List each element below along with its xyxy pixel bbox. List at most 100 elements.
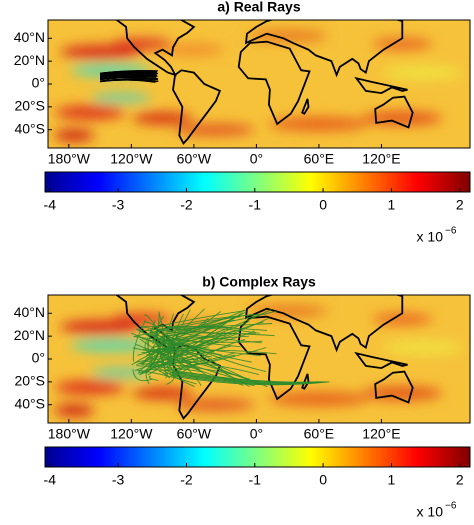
panel-title: b) Complex Rays (202, 274, 316, 290)
y-tick-label: 20°N (14, 52, 45, 68)
y-tick-label: 20°S (14, 373, 45, 389)
ray (153, 333, 201, 372)
colorbar-tick-label: 1 (388, 472, 396, 488)
x-tick-label: 60°E (304, 151, 335, 167)
field-blob (90, 92, 151, 103)
field-blob (362, 386, 443, 401)
colorbar-multiplier: x 10 (417, 229, 444, 245)
field-blob (163, 43, 224, 56)
ray (141, 327, 260, 334)
y-tick-label: 20°N (14, 327, 45, 343)
ray (100, 72, 155, 77)
coastline (237, 40, 311, 126)
colorbar-multiplier: x 10 (417, 504, 444, 520)
colorbar (44, 446, 471, 468)
coastline (244, 20, 404, 78)
colorbar-tick-label: -1 (249, 472, 262, 488)
field-blob (132, 112, 193, 125)
ray (166, 309, 191, 356)
ray (145, 364, 152, 385)
colorbar-exponent: −6 (445, 501, 457, 512)
coastline (374, 370, 414, 404)
ray (135, 344, 244, 381)
ray (100, 72, 157, 76)
ray (136, 369, 197, 385)
x-tick-label: 120°E (362, 426, 400, 442)
ray (137, 335, 250, 356)
ray (148, 375, 159, 381)
ray (171, 312, 243, 361)
field-blob (372, 313, 433, 325)
y-tick-label: 20°S (14, 98, 45, 114)
x-tick-label: 120°E (362, 151, 400, 167)
x-tick-label: 120°W (110, 426, 153, 442)
colorbar-tick-label: 0 (319, 472, 327, 488)
y-tick-label: 40°N (14, 304, 45, 320)
ray (162, 317, 209, 337)
x-tick-label: 120°W (110, 151, 153, 167)
field-blob (111, 313, 172, 325)
ray (132, 369, 153, 382)
ray (157, 330, 267, 373)
x-tick-label: 0° (250, 151, 263, 167)
field (54, 30, 464, 142)
coastline (301, 98, 310, 115)
field-blob (54, 105, 125, 120)
field-blob (268, 391, 369, 407)
ray (150, 332, 275, 337)
field-blob (268, 116, 369, 132)
coastline (172, 69, 222, 145)
field-blob (132, 387, 193, 400)
map-area (48, 20, 470, 148)
ray (141, 331, 253, 363)
field-blob (54, 404, 95, 417)
field-blob (362, 111, 443, 126)
colorbar-exponent: −6 (445, 226, 457, 237)
y-tick-label: 40°S (14, 120, 45, 136)
ray (156, 310, 247, 327)
colorbar-tick-label: -2 (180, 472, 193, 488)
coastline (115, 20, 196, 77)
ray (165, 345, 244, 378)
ray (152, 336, 201, 349)
ray (141, 325, 267, 331)
map-area (48, 295, 470, 423)
colorbar-tick-label: -2 (180, 197, 193, 213)
ray (100, 79, 157, 83)
x-tick-label: 180°W (48, 151, 91, 167)
ray (132, 320, 147, 362)
ray (160, 308, 205, 355)
ray (142, 330, 256, 350)
ray (139, 346, 164, 375)
colorbar-tick-label: 2 (456, 197, 464, 213)
colorbar-tick-label: -4 (44, 197, 57, 213)
colorbar-tick-label: 1 (388, 197, 396, 213)
colorbar-tick-label: -1 (249, 197, 262, 213)
x-tick-label: 180°W (48, 426, 91, 442)
ray (100, 77, 159, 81)
ray (172, 375, 330, 386)
field-blob (174, 398, 255, 411)
x-tick-label: 60°W (177, 426, 212, 442)
field-blob (174, 123, 255, 136)
ray (136, 334, 191, 366)
x-tick-label: 0° (250, 426, 263, 442)
y-tick-label: 0° (32, 75, 45, 91)
ray (144, 340, 154, 356)
y-tick-label: 0° (32, 350, 45, 366)
ray (161, 318, 235, 339)
field-blob (60, 319, 141, 335)
ray (100, 78, 159, 82)
coastline (354, 351, 408, 370)
ray (142, 344, 161, 365)
field-blob (60, 44, 141, 60)
colorbar-tick-label: -4 (44, 472, 57, 488)
colorbar-tick-label: 2 (456, 472, 464, 488)
field-blob (111, 38, 172, 50)
ray (131, 332, 260, 385)
colorbar-tick-label: -3 (112, 472, 125, 488)
ray (131, 334, 227, 366)
ray (154, 313, 266, 333)
y-tick-label: 40°S (14, 395, 45, 411)
